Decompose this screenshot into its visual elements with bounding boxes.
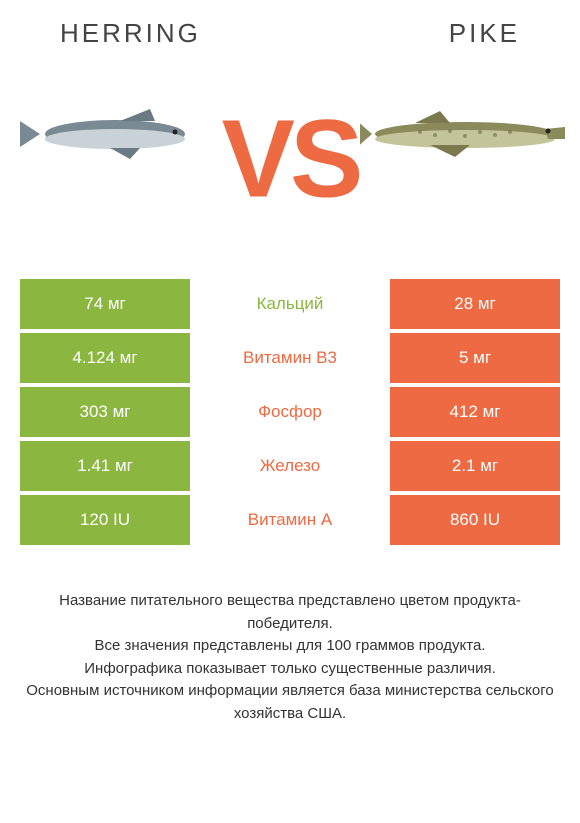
table-row: 1.41 мгЖелезо2.1 мг [20, 441, 560, 491]
left-value: 120 IU [20, 495, 190, 545]
left-value: 4.124 мг [20, 333, 190, 383]
nutrient-label: Витамин A [190, 495, 390, 545]
left-value: 74 мг [20, 279, 190, 329]
nutrient-label: Железо [190, 441, 390, 491]
nutrient-label: Фосфор [190, 387, 390, 437]
comparison-table: 74 мгКальций28 мг4.124 мгВитамин B35 мг3… [20, 279, 560, 545]
table-row: 120 IUВитамин A860 IU [20, 495, 560, 545]
table-row: 74 мгКальций28 мг [20, 279, 560, 329]
footer-line: Название питательного вещества представл… [20, 590, 560, 635]
footer-line: Основным источником информации является … [20, 680, 560, 725]
herring-image [20, 99, 200, 174]
table-row: 303 мгФосфор412 мг [20, 387, 560, 437]
right-value: 28 мг [390, 279, 560, 329]
pike-image [360, 99, 570, 174]
hero-section: VS [0, 59, 580, 259]
footer-line: Инфографика показывает только существенн… [20, 658, 560, 681]
footer-notes: Название питательного вещества представл… [0, 590, 580, 725]
right-value: 860 IU [390, 495, 560, 545]
header: HERRING PIKE [0, 0, 580, 49]
footer-line: Все значения представлены для 100 граммо… [20, 635, 560, 658]
title-left: HERRING [60, 18, 201, 49]
right-value: 5 мг [390, 333, 560, 383]
left-value: 303 мг [20, 387, 190, 437]
vs-label: VS [222, 96, 359, 223]
table-row: 4.124 мгВитамин B35 мг [20, 333, 560, 383]
nutrient-label: Витамин B3 [190, 333, 390, 383]
nutrient-label: Кальций [190, 279, 390, 329]
right-value: 2.1 мг [390, 441, 560, 491]
right-value: 412 мг [390, 387, 560, 437]
left-value: 1.41 мг [20, 441, 190, 491]
title-right: PIKE [449, 18, 520, 49]
